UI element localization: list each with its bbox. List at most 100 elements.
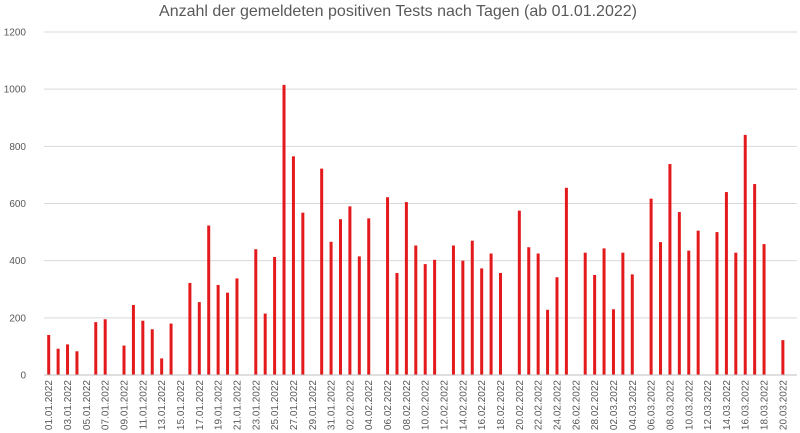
- bar: [386, 197, 390, 375]
- x-tick-label: 21.01.2022: [232, 380, 243, 430]
- x-tick-label: 31.01.2022: [327, 380, 338, 430]
- bar: [564, 187, 568, 375]
- bars: [47, 84, 785, 376]
- bar: [451, 245, 455, 375]
- bar: [131, 304, 135, 375]
- bar: [254, 249, 258, 375]
- bar: [470, 240, 474, 375]
- bar: [687, 250, 691, 375]
- x-tick-label: 20.03.2022: [778, 380, 789, 430]
- bar: [263, 313, 267, 375]
- x-tick-label: 20.02.2022: [515, 380, 526, 430]
- x-tick-label: 12.02.2022: [440, 380, 451, 430]
- x-tick-label: 09.01.2022: [120, 380, 131, 430]
- bar: [301, 212, 305, 375]
- bar: [546, 309, 550, 375]
- x-tick-label: 11.01.2022: [138, 380, 149, 430]
- bar: [414, 245, 418, 375]
- bar: [169, 323, 173, 375]
- bar: [433, 259, 437, 375]
- x-tick-label: 04.02.2022: [364, 380, 375, 430]
- bar: [659, 242, 663, 375]
- bar: [677, 212, 681, 375]
- bar: [197, 302, 201, 375]
- x-tick-label: 22.02.2022: [534, 380, 545, 430]
- bar: [282, 84, 286, 376]
- bar: [150, 329, 154, 375]
- bar: [320, 168, 324, 375]
- bar: [207, 225, 211, 375]
- x-tick-label: 15.01.2022: [176, 380, 187, 430]
- bar: [273, 256, 277, 375]
- bar: [517, 210, 521, 375]
- x-tick-label: 17.01.2022: [195, 380, 206, 430]
- x-tick-label: 03.01.2022: [63, 380, 74, 430]
- bar: [668, 164, 672, 375]
- bar: [762, 244, 766, 375]
- bar: [715, 232, 719, 375]
- bar: [367, 218, 371, 375]
- x-tick-label: 08.03.2022: [665, 380, 676, 430]
- bar: [56, 348, 60, 375]
- x-tick-label: 05.01.2022: [82, 380, 93, 430]
- x-tick-label: 10.03.2022: [684, 380, 695, 430]
- bar: [122, 345, 126, 375]
- y-tick-label: 1000: [4, 85, 27, 96]
- bar: [160, 358, 164, 375]
- bar: [103, 319, 107, 375]
- x-tick-label: 14.03.2022: [722, 380, 733, 430]
- x-tick-label: 12.03.2022: [703, 380, 714, 430]
- x-tick-label: 26.02.2022: [571, 380, 582, 430]
- bar: [499, 272, 503, 375]
- x-tick-label: 16.02.2022: [477, 380, 488, 430]
- bar: [188, 282, 192, 375]
- bar: [536, 253, 540, 375]
- y-tick-label: 200: [9, 313, 26, 324]
- bar: [593, 274, 597, 375]
- bar: [404, 202, 408, 375]
- bar: [423, 264, 427, 375]
- x-tick-label: 28.02.2022: [590, 380, 601, 430]
- bar: [348, 206, 352, 375]
- bar: [461, 260, 465, 375]
- y-tick-label: 800: [9, 142, 26, 153]
- bar: [630, 274, 634, 375]
- x-axis-ticks: 01.01.2022 03.01.2022 05.01.2022 07.01.2022…: [44, 380, 789, 430]
- bar: [66, 344, 70, 375]
- x-tick-label: 19.01.2022: [214, 380, 225, 430]
- x-tick-label: 10.02.2022: [421, 380, 432, 430]
- bar: [47, 334, 51, 375]
- gridlines: [44, 31, 797, 319]
- bar: [216, 284, 220, 375]
- bar: [235, 278, 239, 375]
- x-tick-label: 18.02.2022: [496, 380, 507, 430]
- bar: [489, 253, 493, 375]
- bar: [724, 192, 728, 375]
- x-tick-label: 23.01.2022: [251, 380, 262, 430]
- x-tick-label: 16.03.2022: [741, 380, 752, 430]
- y-tick-label: 600: [9, 199, 26, 210]
- bar: [696, 230, 700, 375]
- y-tick-label: 1200: [4, 28, 27, 39]
- bar: [395, 272, 399, 375]
- bar: [621, 252, 625, 375]
- x-tick-label: 06.03.2022: [647, 380, 658, 430]
- bar: [480, 268, 484, 375]
- bar: [611, 309, 615, 375]
- x-tick-label: 02.02.2022: [345, 380, 356, 430]
- bar: [357, 256, 361, 375]
- bar: [226, 292, 230, 375]
- x-tick-label: 29.01.2022: [308, 380, 319, 430]
- y-axis-ticks: 0 200 400 600 800 1000 1200: [4, 28, 27, 382]
- x-tick-label: 04.03.2022: [628, 380, 639, 430]
- x-tick-label: 02.03.2022: [609, 380, 620, 430]
- bar: [555, 277, 559, 375]
- bar: [649, 198, 653, 375]
- bar: [329, 241, 333, 375]
- bar: [781, 340, 785, 375]
- x-tick-label: 13.01.2022: [157, 380, 168, 430]
- x-tick-label: 27.01.2022: [289, 380, 300, 430]
- x-tick-label: 07.01.2022: [101, 380, 112, 430]
